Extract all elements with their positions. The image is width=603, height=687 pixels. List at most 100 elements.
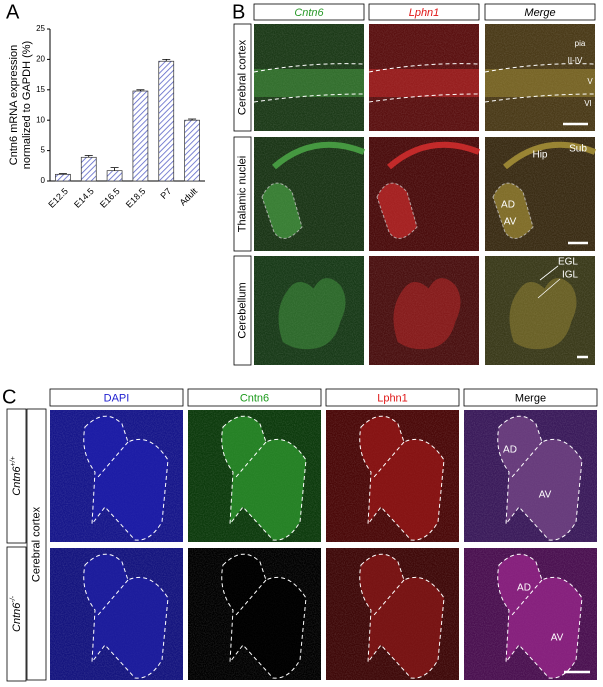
micrograph [188,548,321,680]
micrograph [253,24,365,131]
y-tick-label: 0 [41,176,46,185]
bar [158,60,175,182]
image-texture [369,24,479,131]
label: Cerebral cortex [30,506,42,582]
nucleus [221,554,306,679]
annotation: AD [503,445,517,456]
bar [55,173,71,182]
error-bar [84,155,93,158]
annotation: pia [575,39,586,48]
micrograph [50,410,183,542]
error-bar [162,59,171,62]
genotype-label: Cntn6+/+ [10,456,23,495]
bar [80,156,97,182]
label: Cntn6 [240,392,269,404]
hippocampus [272,141,366,170]
y-tick-label: 5 [41,146,46,155]
y-tick-label: 20 [36,55,45,64]
micrograph [188,410,321,542]
micrograph [485,256,595,365]
panel-label: B [232,1,245,23]
micrograph [464,548,597,680]
nucleus-outline [359,415,445,541]
x-tick-label: E16.5 [98,186,122,210]
label-box [6,546,27,682]
genotype: +/+ [10,456,17,466]
micrograph [254,137,366,251]
nucleus [497,416,582,541]
label: Lphn1 [377,392,408,404]
label: DAPI [104,392,130,404]
hippocampus [503,141,597,170]
label-box [233,136,252,252]
label-box [233,255,252,366]
layer-boundary [368,63,480,103]
nucleus [221,416,306,541]
x-tick-label: E18.5 [124,186,148,210]
layer-boundary [253,63,365,103]
y-tick-label: 10 [36,115,45,124]
nucleus-outline [83,415,169,541]
genotype: -/- [10,595,17,602]
annotation: II-IV [568,56,583,65]
annotation: Hip [532,150,547,161]
error-bar [110,167,119,171]
annotation: AD [517,583,531,594]
annotation-pointer [537,265,561,299]
label: Thalamic nuclei [236,156,248,232]
layer-boundary [484,63,596,103]
nucleus [83,554,168,679]
nucleus-outline [359,553,445,679]
label: Lphn1 [409,7,440,19]
label-box [49,388,184,407]
x-tick-label: Adult [178,186,200,208]
image-texture [485,256,595,365]
label: Cntn6 [294,7,324,19]
annotation: AV [504,217,517,228]
genotype-label: Cntn6-/- [10,595,23,632]
panel-label: A [6,1,20,23]
micrograph [254,256,364,365]
nucleus [261,182,303,239]
micrograph [326,410,459,542]
nucleus-outline [83,553,169,679]
y-tick-label: 25 [36,24,45,33]
gene: Cntn6 [11,602,23,632]
y-axis-label: normalized to GAPDH (%) [21,41,33,169]
error-bar [188,118,197,121]
label: Cerebral cortex [236,39,248,115]
hippocampus [387,141,481,170]
x-tick-label: E12.5 [46,186,70,210]
label-box [187,388,322,407]
annotation: EGL [558,257,578,268]
label-box [233,23,252,132]
image-texture [369,256,479,365]
y-axis-label: Cntn6 mRNA expression [8,45,20,165]
nucleus-outline [221,553,307,679]
folia [509,278,577,350]
annotation: AV [551,633,564,644]
label-box [325,388,460,407]
annotation: Sub [569,144,587,155]
nucleus [359,416,444,541]
panel-label: C [2,386,16,408]
layer [369,69,479,97]
nucleus [83,416,168,541]
label-box [368,3,480,21]
image-texture [254,24,364,131]
label: Cerebellum [236,282,248,338]
label-box [463,388,598,407]
micrograph [485,137,597,251]
y-tick-label: 15 [36,85,45,94]
micrograph [484,24,596,131]
error-bar [58,173,67,175]
micrograph [326,548,459,680]
micrograph [368,24,480,131]
image-texture [254,256,364,365]
x-tick-label: E14.5 [72,186,96,210]
micrograph [50,548,183,680]
annotation: AV [539,490,552,501]
annotation: VI [584,99,592,108]
